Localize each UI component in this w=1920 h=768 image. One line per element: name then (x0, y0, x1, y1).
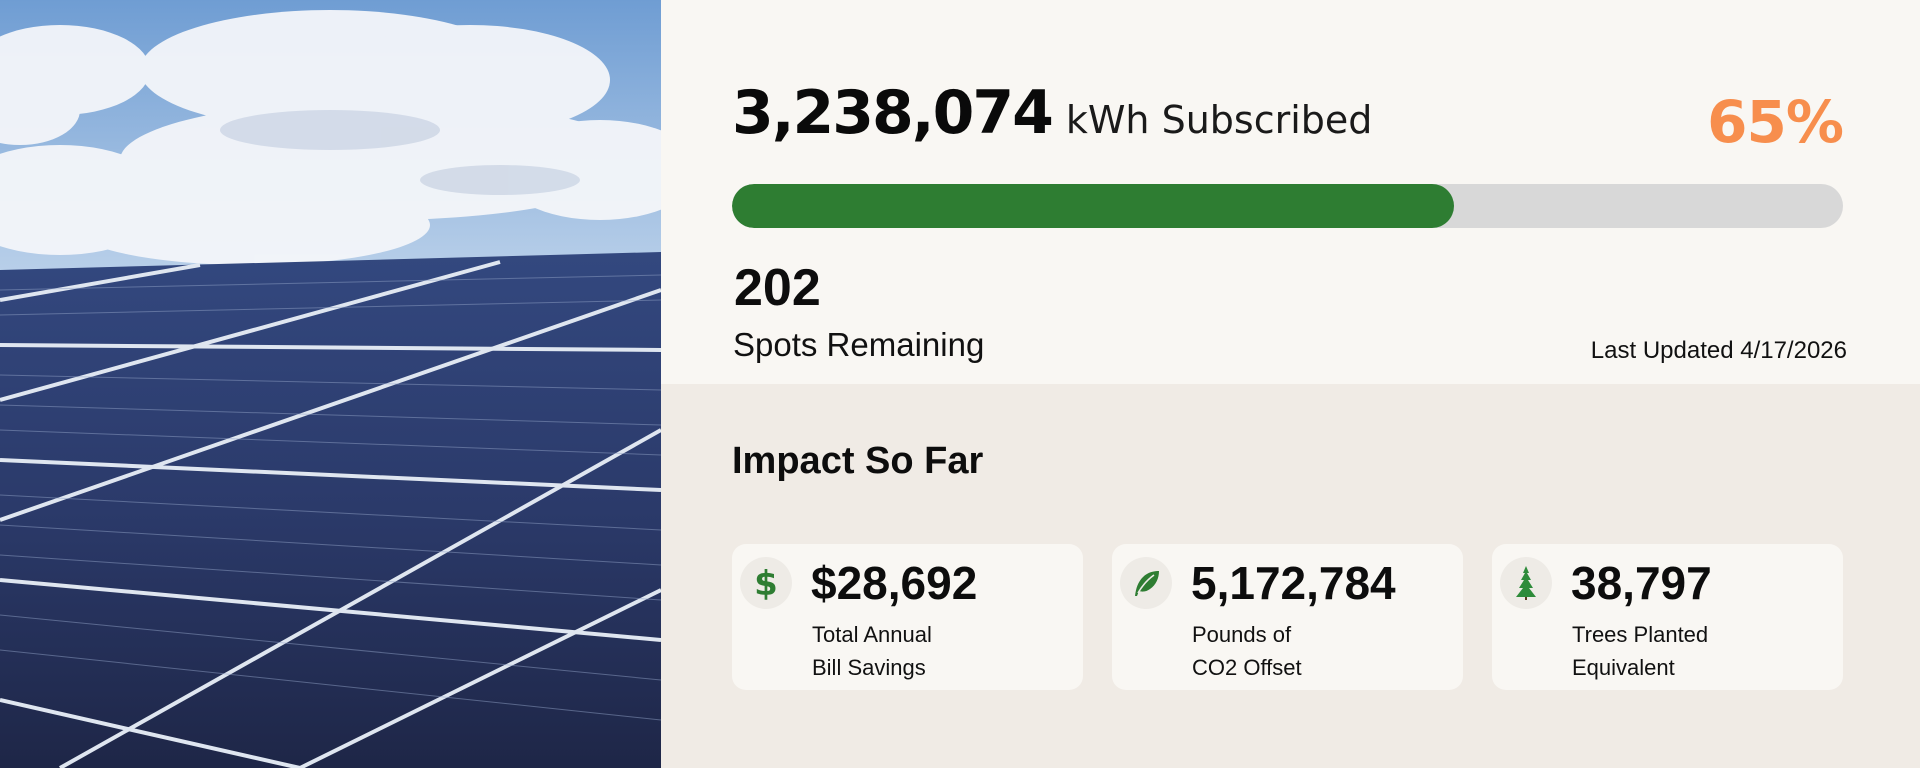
tree-icon (1500, 557, 1552, 609)
kwh-headline: 3,238,074 kWh Subscribed (732, 78, 1372, 148)
label-line-1: Trees Planted (1572, 622, 1709, 647)
solar-panels-photo (0, 0, 661, 768)
leaf-icon (1120, 557, 1172, 609)
impact-card-trees-planted: 38,797 Trees Planted Equivalent (1492, 544, 1843, 690)
label-line-2: Equivalent (1572, 655, 1675, 680)
co2-offset-label: Pounds of CO2 Offset (1192, 618, 1302, 684)
bill-savings-value: $28,692 (811, 557, 978, 609)
subscribed-percent: 65% (1707, 88, 1844, 156)
last-updated: Last Updated 4/17/2026 (1590, 337, 1847, 364)
label-line-1: Pounds of (1192, 622, 1292, 647)
impact-cards: $ $28,692 Total Annual Bill Savings 5,17… (732, 544, 1843, 690)
trees-planted-label: Trees Planted Equivalent (1572, 618, 1708, 684)
svg-text:$: $ (754, 566, 778, 600)
subscription-progress-fill (732, 184, 1455, 228)
label-line-1: Total Annual (812, 622, 932, 647)
impact-card-bill-savings: $ $28,692 Total Annual Bill Savings (732, 544, 1083, 690)
solar-panels-illustration (0, 0, 661, 768)
spots-remaining-value: 202 (734, 259, 821, 317)
impact-title: Impact So Far (732, 440, 984, 482)
trees-planted-value: 38,797 (1571, 557, 1712, 609)
co2-offset-value: 5,172,784 (1191, 557, 1396, 609)
label-line-2: CO2 Offset (1192, 655, 1302, 680)
dollar-icon: $ (740, 557, 792, 609)
kwh-subscribed-label: kWh Subscribed (1065, 98, 1373, 142)
kwh-subscribed-value: 3,238,074 (732, 78, 1054, 148)
bill-savings-label: Total Annual Bill Savings (812, 618, 932, 684)
impact-panel: Impact So Far $ $28,692 Total Annual Bil… (661, 384, 1920, 768)
impact-card-co2-offset: 5,172,784 Pounds of CO2 Offset (1112, 544, 1463, 690)
subscription-progress-bar (732, 184, 1843, 228)
subscription-panel: 3,238,074 kWh Subscribed 65% 202 Spots R… (661, 0, 1920, 384)
label-line-2: Bill Savings (812, 655, 926, 680)
spots-remaining-label: Spots Remaining (733, 326, 985, 363)
